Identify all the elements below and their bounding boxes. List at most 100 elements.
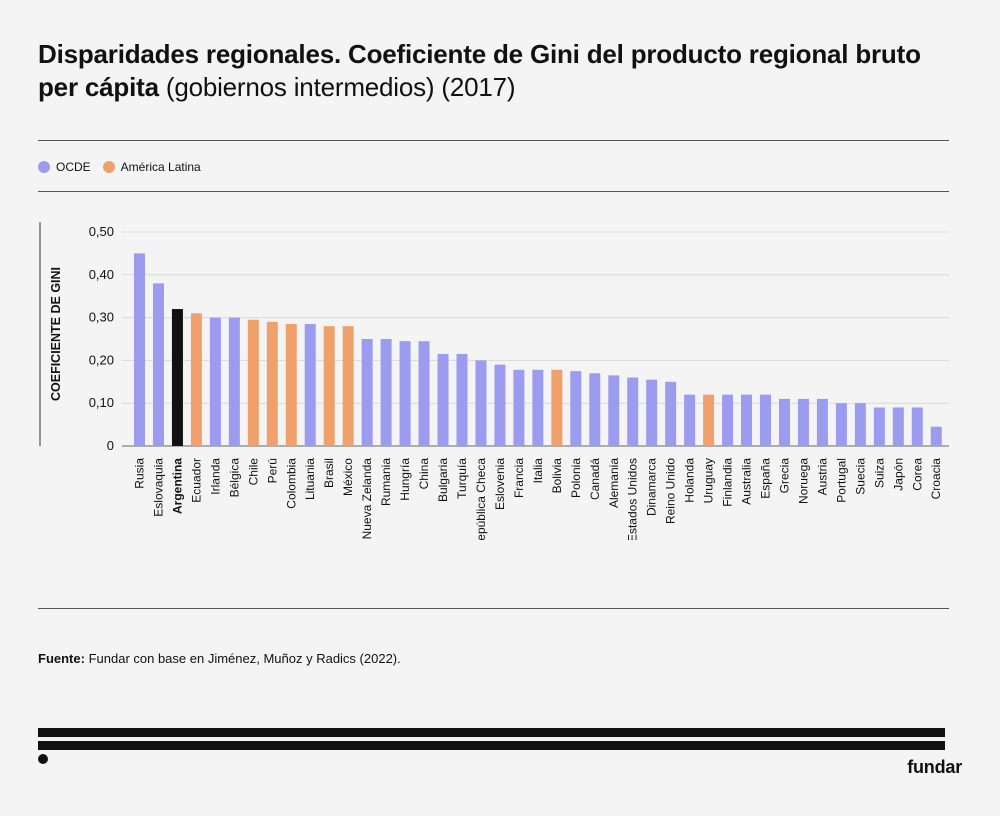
brand-logo: fundar bbox=[907, 757, 962, 777]
x-tick-label: Alemania bbox=[607, 458, 621, 508]
bar bbox=[247, 319, 259, 446]
x-tick-label: Chile bbox=[246, 458, 260, 486]
bar bbox=[608, 375, 620, 446]
y-tick-label: 0,30 bbox=[89, 310, 114, 325]
bar bbox=[835, 403, 847, 446]
x-tick-label: China bbox=[417, 458, 431, 490]
bar bbox=[285, 324, 297, 446]
bar bbox=[854, 403, 866, 446]
bar bbox=[209, 317, 221, 446]
top-divider bbox=[38, 140, 949, 141]
bar bbox=[228, 317, 240, 446]
x-tick-label: Corea bbox=[910, 458, 924, 491]
chart-title-regular: (gobiernos intermedios) (2017) bbox=[165, 72, 516, 102]
x-tick-label: Uruguay bbox=[702, 458, 716, 503]
x-tick-label: Croacia bbox=[929, 458, 943, 500]
x-tick-label: Canadá bbox=[588, 458, 602, 500]
x-tick-label: Brasil bbox=[322, 458, 336, 488]
x-tick-label: Estados Unidos bbox=[626, 458, 640, 540]
x-tick-label: México bbox=[341, 458, 355, 496]
x-tick-label: Dinamarca bbox=[645, 458, 659, 516]
legend-item-ocde: OCDE bbox=[38, 160, 91, 174]
brand-stripe-bottom bbox=[38, 741, 945, 750]
bar bbox=[589, 373, 601, 446]
y-tick-label: 0,20 bbox=[89, 352, 114, 367]
bar bbox=[703, 394, 715, 446]
x-tick-label: Argentina bbox=[170, 458, 184, 514]
bar bbox=[475, 360, 487, 446]
bar bbox=[684, 394, 696, 446]
chart-title: Disparidades regionales. Coeficiente de … bbox=[38, 38, 958, 104]
x-tick-label: Reino Unido bbox=[664, 458, 678, 524]
bar bbox=[266, 321, 278, 446]
y-axis-label: COEFICIENTE DE GINI bbox=[49, 267, 63, 401]
source-note: Fuente: Fundar con base en Jiménez, Muño… bbox=[38, 651, 401, 666]
x-tick-label: Eslovaquia bbox=[151, 458, 165, 517]
bar bbox=[741, 394, 753, 446]
x-tick-label: Noruega bbox=[796, 458, 810, 504]
x-tick-label: Suiza bbox=[872, 458, 886, 488]
x-tick-label: Grecia bbox=[777, 458, 791, 494]
legend-item-latam: América Latina bbox=[102, 160, 201, 174]
bar bbox=[873, 407, 885, 446]
bar bbox=[134, 253, 145, 446]
x-tick-label: Lituania bbox=[303, 458, 317, 500]
bar bbox=[456, 353, 468, 446]
bar bbox=[722, 394, 734, 446]
bar bbox=[930, 426, 942, 446]
x-tick-label: Colombia bbox=[284, 458, 298, 509]
x-tick-label: Japón bbox=[891, 458, 905, 491]
x-tick-label: Polonia bbox=[569, 458, 583, 498]
brand-stripe-top bbox=[38, 728, 945, 737]
bar bbox=[380, 339, 392, 446]
bar bbox=[494, 364, 506, 446]
bar bbox=[342, 326, 354, 446]
x-tick-label: Austria bbox=[815, 458, 829, 496]
x-tick-label: Australia bbox=[740, 458, 754, 505]
bar bbox=[171, 309, 183, 446]
bar bbox=[911, 407, 923, 446]
x-tick-label: Suecia bbox=[853, 458, 867, 495]
x-tick-label: República Checa bbox=[474, 458, 488, 540]
x-tick-label: Italia bbox=[531, 458, 545, 484]
x-tick-label: Rusia bbox=[133, 458, 147, 489]
bar bbox=[361, 339, 373, 446]
x-tick-label: Hungría bbox=[398, 458, 412, 501]
source-label: Fuente: bbox=[38, 651, 85, 666]
bar bbox=[551, 369, 563, 446]
x-tick-label: Nueva Zelanda bbox=[360, 458, 374, 540]
brand-dot bbox=[38, 754, 48, 764]
y-tick-label: 0,40 bbox=[89, 267, 114, 282]
source-text: Fundar con base en Jiménez, Muñoz y Radi… bbox=[88, 651, 401, 666]
bar bbox=[646, 379, 658, 446]
bar bbox=[437, 353, 449, 446]
legend-swatch-latam bbox=[102, 161, 115, 173]
x-tick-label: Portugal bbox=[834, 458, 848, 503]
chart-title-bold: Disparidades regionales. Coeficiente de … bbox=[38, 39, 921, 102]
legend-label-latam: América Latina bbox=[120, 160, 201, 174]
y-tick-label: 0,50 bbox=[89, 224, 114, 239]
bar bbox=[816, 398, 828, 446]
bar bbox=[665, 381, 677, 446]
x-tick-label: Holanda bbox=[683, 458, 697, 503]
bar bbox=[532, 369, 544, 446]
x-tick-label: Rumania bbox=[379, 458, 393, 506]
y-tick-label: 0 bbox=[107, 438, 114, 453]
x-tick-label: Eslovenia bbox=[493, 458, 507, 510]
bar bbox=[797, 398, 809, 446]
bar bbox=[513, 369, 525, 446]
bar bbox=[418, 341, 430, 446]
legend: OCDE América Latina bbox=[38, 160, 213, 174]
legend-divider bbox=[38, 191, 949, 192]
x-tick-label: Turquía bbox=[455, 458, 469, 499]
bar bbox=[304, 324, 316, 446]
bar bbox=[627, 377, 639, 446]
x-tick-label: Bulgaria bbox=[436, 458, 450, 502]
x-tick-label: Bélgica bbox=[227, 458, 241, 498]
x-tick-label: Ecuador bbox=[189, 458, 203, 503]
x-tick-label: Irlanda bbox=[208, 458, 222, 495]
bar bbox=[152, 283, 164, 446]
bar bbox=[399, 341, 411, 446]
y-tick-label: 0,10 bbox=[89, 395, 114, 410]
legend-label-ocde: OCDE bbox=[56, 160, 91, 174]
